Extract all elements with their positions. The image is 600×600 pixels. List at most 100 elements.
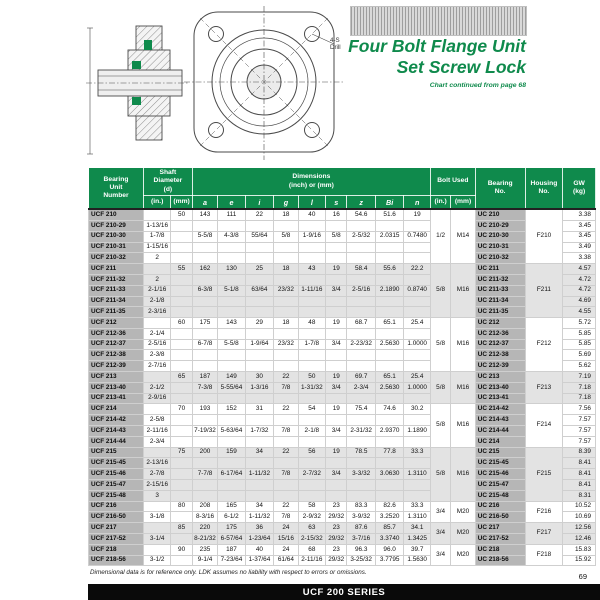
dim-l-cell bbox=[297, 392, 327, 405]
gw-cell: 10.52 bbox=[562, 500, 596, 513]
dim-s-cell bbox=[325, 435, 348, 448]
bearing-no-cell: UC 216 bbox=[474, 500, 526, 513]
technical-drawing: 4-S Drill bbox=[86, 6, 344, 160]
disclaimer-note: Dimensional data is for reference only. … bbox=[90, 569, 367, 576]
subheader-dim-bi: Bi bbox=[374, 195, 405, 210]
dim-s-cell bbox=[325, 252, 348, 265]
dim-n-cell bbox=[403, 457, 431, 470]
dim-n-cell: 1.3425 bbox=[403, 533, 431, 545]
gw-cell: 4.69 bbox=[562, 295, 596, 308]
table-body: UCF 210 50 143 111 22 18 40 16 54.6 51.6 19 1/2 M14 U… bbox=[88, 208, 596, 567]
shaft-diameter-in-cell bbox=[142, 263, 172, 275]
dim-i-cell: 29 bbox=[244, 317, 275, 329]
dim-g-cell: 18 bbox=[273, 263, 299, 275]
dim-g-cell: 22 bbox=[273, 446, 299, 459]
dim-e-cell: 130 bbox=[217, 263, 246, 275]
dim-l-cell: 2-1/8 bbox=[297, 425, 327, 437]
drill-label-line2: Drill bbox=[330, 44, 341, 51]
dim-z-cell: 2-31/32 bbox=[346, 425, 376, 437]
subheader-bolt-in: (in.) bbox=[429, 195, 452, 210]
dim-s-cell: 19 bbox=[325, 317, 348, 329]
dim-s-cell: 29/32 bbox=[325, 533, 348, 545]
dim-g-cell bbox=[273, 457, 299, 470]
dim-l-cell bbox=[297, 252, 327, 265]
table-row: UCF 215-48 3 UC 215-48 8.31 bbox=[88, 489, 596, 502]
bearing-no-cell: UC 216-50 bbox=[474, 511, 526, 524]
shaft-diameter-mm-cell bbox=[170, 392, 193, 405]
dim-l-cell: 48 bbox=[297, 317, 327, 329]
dim-l-cell bbox=[297, 349, 327, 362]
dim-n-cell bbox=[403, 349, 431, 362]
table-row: UCF 213-41 2-9/16 UC 213-41 7.18 bbox=[88, 392, 596, 405]
dim-s-cell: 29/32 bbox=[325, 554, 348, 567]
bolt-mm-cell: M16 bbox=[450, 317, 476, 373]
table-row: UCF 214 70 193 152 31 22 54 19 75.4 74.6 30.2 5/8 M1… bbox=[88, 403, 596, 448]
dim-n-cell: 34.1 bbox=[403, 522, 431, 535]
bearing-unit-number-cell: UCF 210 bbox=[88, 208, 144, 221]
dim-a-cell bbox=[191, 241, 219, 254]
bearing-no-cell: UC 213 bbox=[474, 371, 526, 383]
table-row: UCF 212-37 2-5/16 6-7/8 5-5/8 1-9/64 23/32 1-7… bbox=[88, 338, 596, 351]
dim-z-cell bbox=[346, 489, 376, 502]
shaft-diameter-in-cell: 3-1/2 bbox=[142, 554, 172, 567]
bearing-unit-number-cell: UCF 214-42 bbox=[88, 414, 144, 427]
dim-a-cell bbox=[191, 457, 219, 470]
bolt-mm-cell: M20 bbox=[450, 543, 476, 567]
header-housing-no: Housing No. bbox=[524, 167, 564, 210]
dim-n-cell bbox=[403, 327, 431, 340]
dim-n-cell bbox=[403, 435, 431, 448]
shaft-diameter-in-cell: 1-13/16 bbox=[142, 219, 172, 232]
page-title: Four Bolt Flange Unit Set Screw Lock bbox=[348, 36, 526, 79]
dim-n-cell bbox=[403, 306, 431, 319]
dim-i-cell bbox=[244, 295, 275, 308]
bearing-no-cell: UC 215-47 bbox=[474, 479, 526, 491]
bearing-no-cell: UC 212-39 bbox=[474, 360, 526, 373]
bearing-no-cell: UC 218 bbox=[474, 543, 526, 556]
dim-s-cell bbox=[325, 489, 348, 502]
dim-s-cell: 16 bbox=[325, 208, 348, 221]
dim-i-cell: 36 bbox=[244, 522, 275, 535]
dim-s-cell bbox=[325, 295, 348, 308]
dim-a-cell bbox=[191, 273, 219, 286]
dim-i-cell: 22 bbox=[244, 208, 275, 221]
dim-z-cell: 83.3 bbox=[346, 500, 376, 513]
dim-l-cell: 1-7/8 bbox=[297, 338, 327, 351]
bolt-in-cell: 5/8 bbox=[429, 317, 452, 373]
set-screw-mark bbox=[144, 40, 152, 50]
dim-z-cell bbox=[346, 219, 376, 232]
dim-z-cell: 3-25/32 bbox=[346, 554, 376, 567]
dim-l-cell: 54 bbox=[297, 403, 327, 416]
shaft-diameter-mm-cell bbox=[170, 533, 193, 545]
shaft-diameter-in-cell: 2-11/16 bbox=[142, 425, 172, 437]
gw-cell: 12.56 bbox=[562, 522, 596, 535]
dim-i-cell: 40 bbox=[244, 543, 275, 556]
dim-n-cell: 1.3110 bbox=[403, 468, 431, 481]
dim-s-cell bbox=[325, 219, 348, 232]
dim-i-cell: 1-9/64 bbox=[244, 338, 275, 351]
shaft-diameter-in-cell: 2-1/4 bbox=[142, 327, 172, 340]
drill-label-line1: 4-S bbox=[330, 37, 340, 44]
housing-no-cell: F216 bbox=[524, 500, 564, 524]
dim-bi-cell bbox=[374, 392, 405, 405]
dim-bi-cell: 3.3740 bbox=[374, 533, 405, 545]
dim-z-cell: 3-7/16 bbox=[346, 533, 376, 545]
dim-s-cell: 19 bbox=[325, 371, 348, 383]
bearing-no-cell: UC 211 bbox=[474, 263, 526, 275]
dim-s-cell: 23 bbox=[325, 522, 348, 535]
bearing-no-cell: UC 211-33 bbox=[474, 284, 526, 297]
dim-g-cell: 7/8 bbox=[273, 511, 299, 524]
dim-a-cell: 8-21/32 bbox=[191, 533, 219, 545]
shaft-diameter-mm-cell: 90 bbox=[170, 543, 193, 556]
dim-z-cell: 58.4 bbox=[346, 263, 376, 275]
bearing-no-cell: UC 212 bbox=[474, 317, 526, 329]
bearing-no-cell: UC 214-44 bbox=[474, 425, 526, 437]
dim-g-cell bbox=[273, 392, 299, 405]
housing-no-cell: F214 bbox=[524, 403, 564, 448]
gw-cell: 7.18 bbox=[562, 381, 596, 394]
dim-l-cell bbox=[297, 327, 327, 340]
dim-l-cell: 50 bbox=[297, 371, 327, 383]
dim-bi-cell: 2.5630 bbox=[374, 338, 405, 351]
dim-n-cell bbox=[403, 295, 431, 308]
shaft-diameter-in-cell: 2-5/8 bbox=[142, 414, 172, 427]
